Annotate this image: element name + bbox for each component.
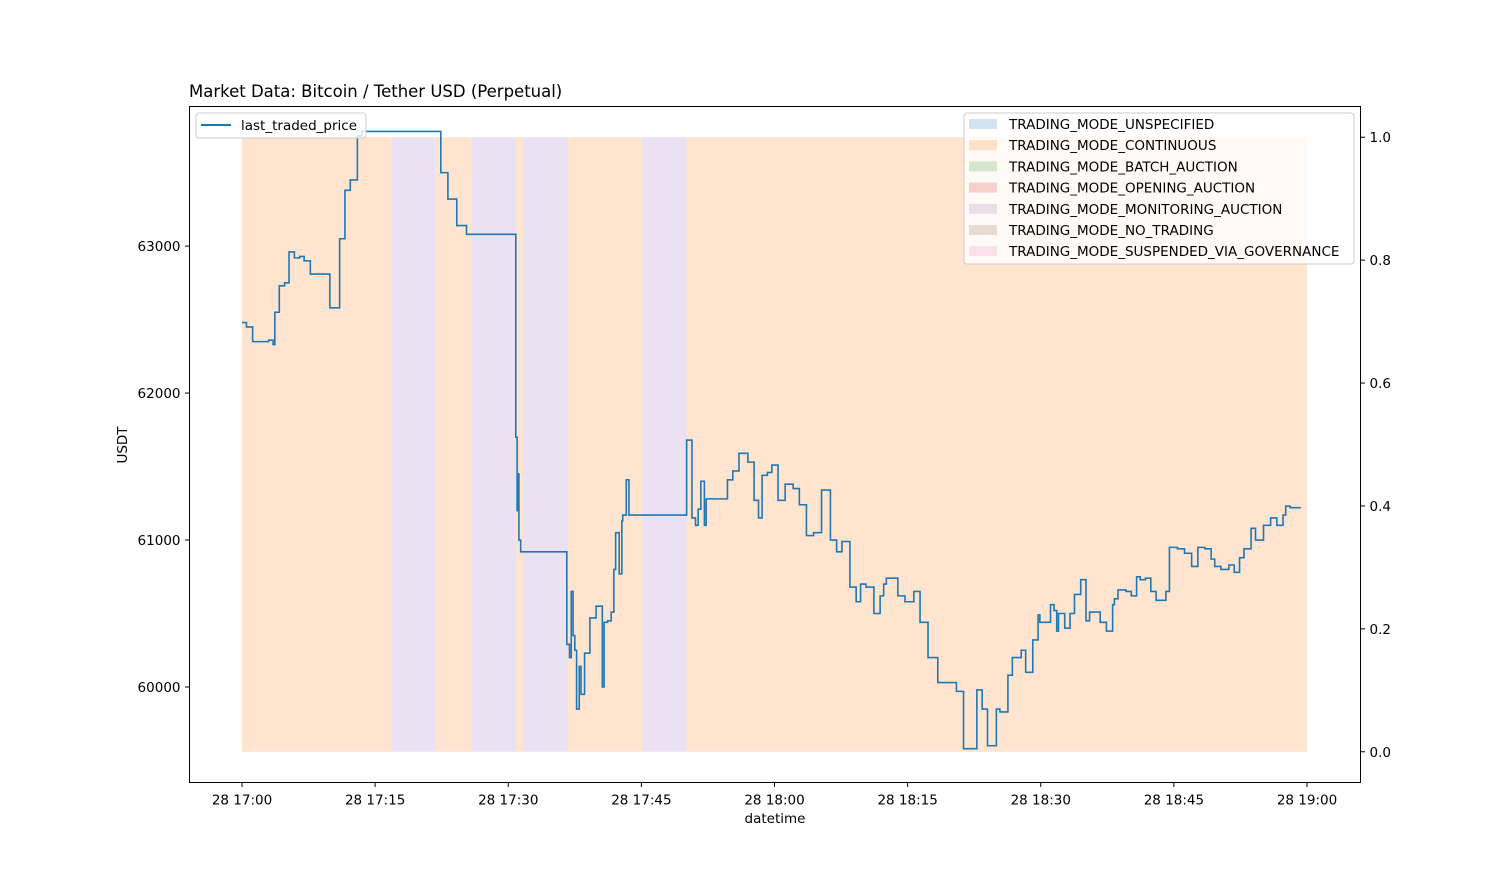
x-axis-ticks: 28 17:00 28 17:15 28 17:30 28 17:45 28 18:00… (212, 782, 1337, 809)
mode-legend-swatch (969, 119, 997, 129)
chart-title: Market Data: Bitcoin / Tether USD (Perpe… (189, 82, 562, 101)
y-tick-label: 60000 (138, 680, 181, 696)
mode-legend-swatch (969, 203, 997, 214)
mode-legend-label: TRADING_MODE_OPENING_AUCTION (1008, 181, 1255, 197)
x-tick-label: 28 18:30 (1011, 793, 1071, 809)
trading-mode-span-0 (242, 137, 392, 752)
y-axis-label: USDT (115, 426, 131, 464)
y-tick-label: 63000 (138, 239, 181, 255)
trading-mode-span-5 (523, 137, 568, 752)
mode-legend: TRADING_MODE_UNSPECIFIED TRADING_MODE_CON… (963, 112, 1355, 265)
y2-tick-label: 1.0 (1370, 130, 1391, 146)
trading-mode-span-7 (642, 137, 687, 752)
y2-tick-label: 0.6 (1370, 376, 1391, 392)
y-axis-ticks: 60000 61000 62000 63000 (138, 239, 190, 696)
y2-tick-label: 0.2 (1370, 622, 1391, 638)
mode-legend-label: TRADING_MODE_MONITORING_AUCTION (1008, 202, 1282, 218)
line-legend-box (195, 112, 367, 139)
x-tick-label: 28 19:00 (1277, 793, 1337, 809)
trading-mode-span-1 (391, 137, 436, 752)
y2-tick-label: 0.8 (1370, 253, 1391, 269)
x-tick-label: 28 17:30 (478, 793, 538, 809)
trading-mode-span-3 (471, 137, 517, 752)
trading-mode-span-6 (567, 137, 643, 752)
mode-legend-label: TRADING_MODE_NO_TRADING (1008, 223, 1214, 239)
y2-axis-ticks: 0.0 0.2 0.4 0.6 0.8 1.0 (1360, 130, 1391, 761)
mode-legend-swatch (969, 182, 997, 193)
line-legend: last_traded_price (195, 112, 367, 139)
mode-legend-label: TRADING_MODE_SUSPENDED_VIA_GOVERNANCE (1008, 244, 1339, 260)
trading-mode-span-2 (435, 137, 472, 752)
x-tick-label: 28 17:00 (212, 793, 272, 809)
mode-legend-swatch (969, 161, 997, 172)
x-tick-label: 28 17:45 (611, 793, 671, 809)
x-tick-label: 28 18:45 (1144, 793, 1204, 809)
mode-legend-label: TRADING_MODE_BATCH_AUCTION (1008, 159, 1238, 175)
mode-legend-label: TRADING_MODE_UNSPECIFIED (1008, 117, 1214, 133)
mode-legend-box (963, 112, 1355, 265)
x-tick-label: 28 17:15 (345, 793, 405, 809)
x-tick-label: 28 18:15 (877, 793, 937, 809)
last-traded-price-line (242, 130, 1301, 750)
mode-legend-swatch (969, 225, 997, 235)
mode-legend-swatch (969, 246, 997, 257)
x-axis-label: datetime (745, 811, 806, 827)
line-legend-label: last_traded_price (241, 118, 357, 134)
y2-tick-label: 0.0 (1370, 745, 1391, 761)
y-tick-label: 62000 (138, 386, 181, 402)
x-tick-label: 28 18:00 (744, 793, 804, 809)
y-tick-label: 61000 (138, 533, 181, 549)
price-series (242, 130, 1301, 750)
mode-legend-swatch (969, 140, 997, 151)
y2-tick-label: 0.4 (1370, 499, 1391, 515)
mode-legend-entries: TRADING_MODE_UNSPECIFIED TRADING_MODE_CON… (969, 117, 1339, 260)
trading-mode-span-4 (516, 137, 524, 752)
mode-legend-label: TRADING_MODE_CONTINUOUS (1008, 138, 1216, 154)
